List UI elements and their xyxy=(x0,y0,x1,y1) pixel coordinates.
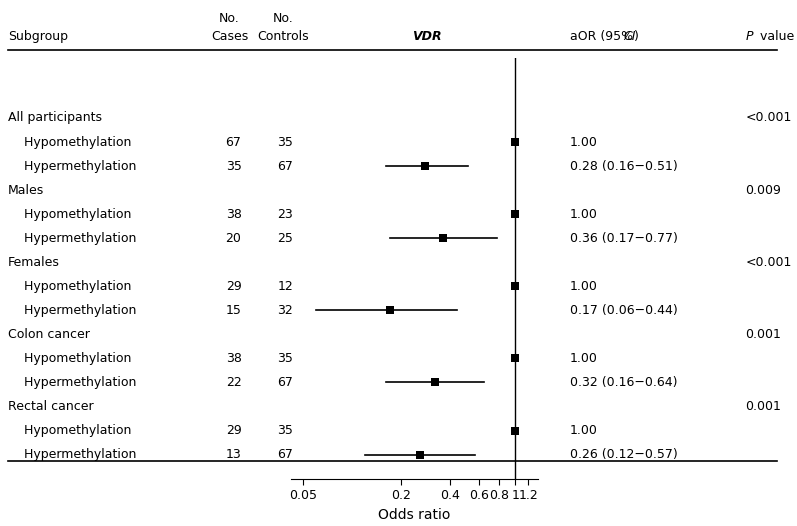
Text: 20: 20 xyxy=(226,231,241,245)
Text: 35: 35 xyxy=(226,159,241,173)
Text: 1.00: 1.00 xyxy=(570,424,598,437)
Text: 1.00: 1.00 xyxy=(570,208,598,221)
Text: Controls: Controls xyxy=(257,31,308,43)
Text: Hypomethylation: Hypomethylation xyxy=(8,280,132,293)
Text: 35: 35 xyxy=(277,352,293,365)
Text: CI: CI xyxy=(623,31,636,43)
Text: 67: 67 xyxy=(277,159,293,173)
Text: 38: 38 xyxy=(226,352,241,365)
Text: 22: 22 xyxy=(226,376,241,389)
Text: 35: 35 xyxy=(277,136,293,148)
Text: 29: 29 xyxy=(226,280,241,293)
Text: P: P xyxy=(745,31,752,43)
Text: 15: 15 xyxy=(226,304,241,317)
Text: 23: 23 xyxy=(277,208,293,221)
Text: 1.00: 1.00 xyxy=(570,136,598,148)
Text: Hypermethylation: Hypermethylation xyxy=(8,376,136,389)
Text: 1.00: 1.00 xyxy=(570,280,598,293)
Text: VDR: VDR xyxy=(411,31,442,43)
Text: Hypomethylation: Hypomethylation xyxy=(8,424,132,437)
Text: All participants: All participants xyxy=(8,112,102,125)
Text: value: value xyxy=(756,31,795,43)
Text: Males: Males xyxy=(8,184,44,197)
Text: 0.36 (0.17−0.77): 0.36 (0.17−0.77) xyxy=(570,231,677,245)
Text: Hypermethylation: Hypermethylation xyxy=(8,159,136,173)
Text: aOR (95%: aOR (95% xyxy=(570,31,633,43)
Text: 0.001: 0.001 xyxy=(745,328,781,341)
Text: 25: 25 xyxy=(277,231,293,245)
Text: 35: 35 xyxy=(277,424,293,437)
Text: 0.001: 0.001 xyxy=(745,400,781,413)
Text: No.: No. xyxy=(273,12,293,25)
Text: No.: No. xyxy=(219,12,240,25)
Text: Hypomethylation: Hypomethylation xyxy=(8,136,132,148)
Text: ): ) xyxy=(634,31,639,43)
Text: 0.28 (0.16−0.51): 0.28 (0.16−0.51) xyxy=(570,159,677,173)
Text: <0.001: <0.001 xyxy=(745,256,791,269)
Text: Hypomethylation: Hypomethylation xyxy=(8,352,132,365)
Text: 67: 67 xyxy=(226,136,241,148)
Text: 13: 13 xyxy=(226,448,241,461)
Text: 0.009: 0.009 xyxy=(745,184,781,197)
Text: 38: 38 xyxy=(226,208,241,221)
Text: 29: 29 xyxy=(226,424,241,437)
Text: 0.17 (0.06−0.44): 0.17 (0.06−0.44) xyxy=(570,304,677,317)
Text: Hypermethylation: Hypermethylation xyxy=(8,231,136,245)
Text: Colon cancer: Colon cancer xyxy=(8,328,90,341)
Text: Hypermethylation: Hypermethylation xyxy=(8,304,136,317)
Text: <0.001: <0.001 xyxy=(745,112,791,125)
Text: 12: 12 xyxy=(277,280,293,293)
Text: 0.26 (0.12−0.57): 0.26 (0.12−0.57) xyxy=(570,448,677,461)
Text: 1.00: 1.00 xyxy=(570,352,598,365)
X-axis label: Odds ratio: Odds ratio xyxy=(379,508,450,522)
Text: Females: Females xyxy=(8,256,60,269)
Text: 67: 67 xyxy=(277,376,293,389)
Text: 0.32 (0.16−0.64): 0.32 (0.16−0.64) xyxy=(570,376,677,389)
Text: Rectal cancer: Rectal cancer xyxy=(8,400,93,413)
Text: Hypermethylation: Hypermethylation xyxy=(8,448,136,461)
Text: 67: 67 xyxy=(277,448,293,461)
Text: Hypomethylation: Hypomethylation xyxy=(8,208,132,221)
Text: 32: 32 xyxy=(277,304,293,317)
Text: Subgroup: Subgroup xyxy=(8,31,68,43)
Text: Cases: Cases xyxy=(211,31,248,43)
